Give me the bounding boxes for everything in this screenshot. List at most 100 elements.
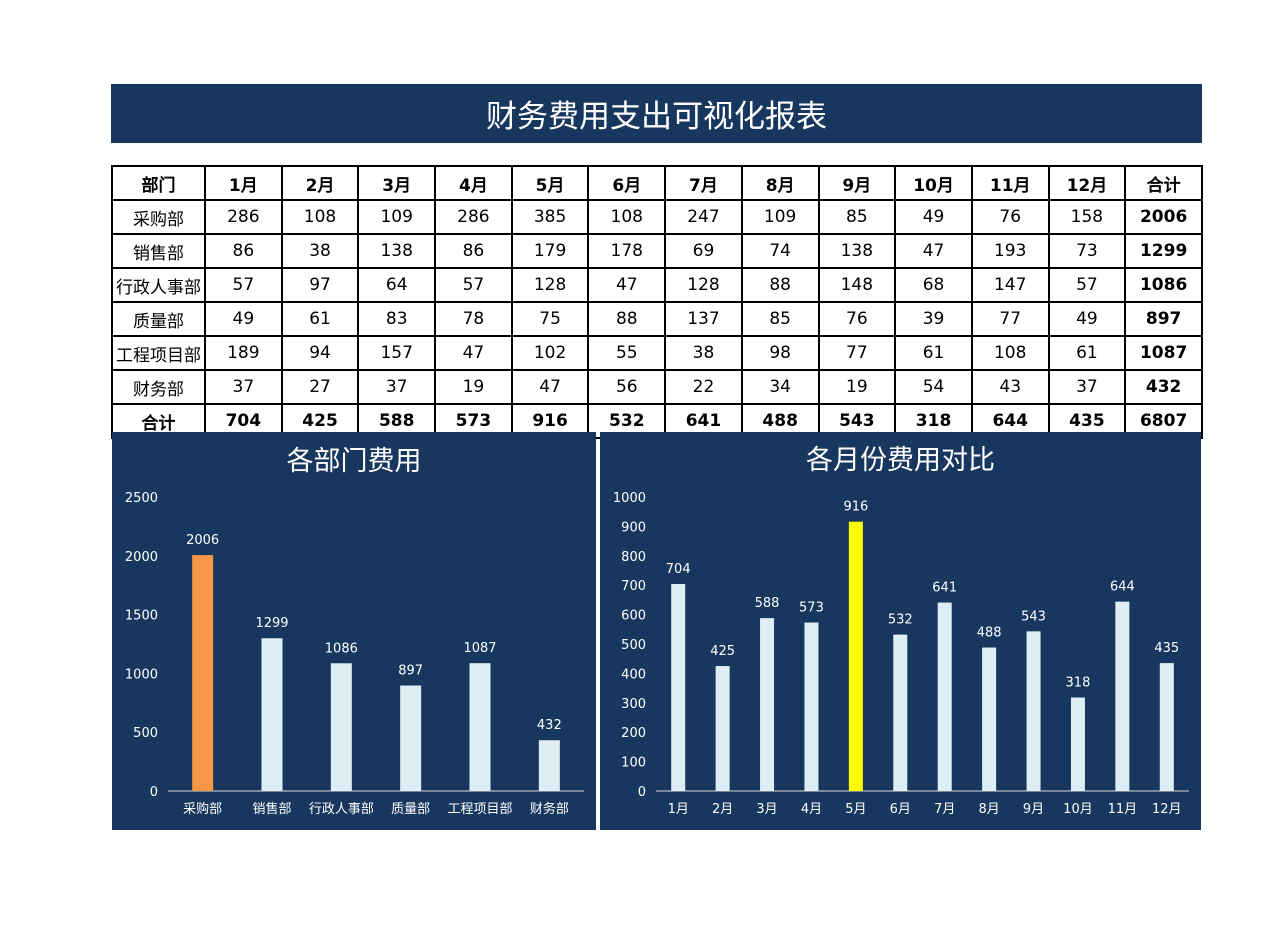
table-cell: 64 bbox=[357, 267, 437, 303]
table-cell: 128 bbox=[664, 267, 743, 303]
table-cell: 76 bbox=[970, 199, 1050, 235]
row-label: 销售部 bbox=[111, 233, 206, 269]
table-cell: 157 bbox=[357, 335, 437, 371]
table-cell: 49 bbox=[894, 199, 973, 235]
data-label: 532 bbox=[888, 613, 913, 628]
data-label: 644 bbox=[1110, 580, 1135, 595]
x-tick-label: 2月 bbox=[712, 802, 733, 817]
x-tick-label: 7月 bbox=[934, 802, 955, 817]
table-cell: 85 bbox=[740, 301, 820, 337]
table-cell: 34 bbox=[740, 369, 820, 405]
column-header: 10月 bbox=[894, 165, 973, 201]
table-cell: 286 bbox=[434, 199, 513, 235]
bar bbox=[804, 622, 819, 791]
table-cell: 83 bbox=[357, 301, 437, 337]
monthly-expense-chart: 各月份费用对比 0 100 200 300 400 500 600 700 800 900 1000 7… bbox=[613, 445, 1189, 817]
data-label: 318 bbox=[1066, 676, 1091, 691]
y-tick-label: 300 bbox=[621, 697, 646, 712]
table-cell: 49 bbox=[204, 301, 283, 337]
column-header: 1月 bbox=[204, 165, 283, 201]
column-header: 部门 bbox=[111, 165, 206, 201]
table-cell: 73 bbox=[1047, 233, 1127, 269]
y-tick-label: 1000 bbox=[613, 491, 646, 506]
data-label: 1086 bbox=[325, 641, 358, 656]
x-tick-label: 12月 bbox=[1152, 802, 1182, 817]
y-tick-label: 0 bbox=[638, 785, 646, 800]
data-label: 588 bbox=[755, 596, 780, 611]
data-label: 641 bbox=[932, 581, 957, 596]
data-label: 488 bbox=[977, 626, 1002, 641]
table-cell: 19 bbox=[817, 369, 897, 405]
table-cell: 57 bbox=[434, 267, 513, 303]
y-tick-label: 0 bbox=[150, 785, 158, 800]
y-tick-label: 2000 bbox=[125, 550, 158, 565]
data-label: 704 bbox=[666, 562, 691, 577]
bar bbox=[538, 740, 560, 791]
table-cell: 138 bbox=[817, 233, 897, 269]
x-tick-label: 销售部 bbox=[252, 801, 291, 817]
monthly-chart-panel: 各月份费用对比 0 100 200 300 400 500 600 700 800 900 1000 7… bbox=[600, 432, 1201, 830]
table-cell: 98 bbox=[740, 335, 820, 371]
bar bbox=[893, 634, 908, 791]
row-label: 质量部 bbox=[111, 301, 206, 337]
data-label: 543 bbox=[1021, 609, 1046, 624]
bar bbox=[1026, 631, 1041, 791]
y-tick-label: 500 bbox=[621, 638, 646, 653]
bar bbox=[1115, 601, 1130, 791]
data-label: 1299 bbox=[255, 616, 288, 631]
x-tick-label: 1月 bbox=[668, 802, 689, 817]
data-label: 435 bbox=[1154, 641, 1179, 656]
table-cell: 22 bbox=[664, 369, 743, 405]
report-title: 财务费用支出可视化报表 bbox=[111, 84, 1202, 143]
table-cell: 897 bbox=[1124, 301, 1203, 337]
table-cell: 77 bbox=[970, 301, 1050, 337]
table-cell: 37 bbox=[1047, 369, 1127, 405]
expense-table: 部门 1月 2月 3月 4月 5月 6月 7月 8月 9月 10月 11月 12月 合计 采购部 286 10… bbox=[111, 165, 1203, 439]
total-row: 合计 704 425 588 573 916 532 641 488 543 318 644 435 68… bbox=[111, 403, 1203, 439]
y-tick-label: 500 bbox=[133, 726, 158, 741]
x-tick-label: 5月 bbox=[845, 802, 866, 817]
y-tick-label: 700 bbox=[621, 579, 646, 594]
table-row: 质量部 49 61 83 78 75 88 137 85 76 39 77 49 897 bbox=[111, 301, 1203, 337]
x-tick-label: 6月 bbox=[890, 802, 911, 817]
table-cell: 61 bbox=[280, 301, 360, 337]
table-cell: 47 bbox=[434, 335, 513, 371]
x-tick-label: 8月 bbox=[978, 802, 999, 817]
table-cell: 54 bbox=[894, 369, 973, 405]
column-header: 6月 bbox=[587, 165, 667, 201]
data-label: 916 bbox=[843, 500, 868, 515]
bar bbox=[848, 521, 863, 791]
table-cell: 102 bbox=[510, 335, 590, 371]
table-cell: 27 bbox=[280, 369, 360, 405]
bar bbox=[1159, 663, 1174, 791]
table-row: 工程项目部 189 94 157 47 102 55 38 98 77 61 108 61 1087 bbox=[111, 335, 1203, 371]
bar bbox=[760, 618, 775, 791]
table-cell: 47 bbox=[894, 233, 973, 269]
table-cell: 55 bbox=[587, 335, 667, 371]
table-cell: 86 bbox=[434, 233, 513, 269]
table-cell: 19 bbox=[434, 369, 513, 405]
table-cell: 286 bbox=[204, 199, 283, 235]
bar bbox=[469, 663, 491, 791]
table-cell: 148 bbox=[817, 267, 897, 303]
table-cell: 76 bbox=[817, 301, 897, 337]
bar bbox=[261, 638, 283, 791]
bar bbox=[1070, 697, 1085, 791]
y-tick-label: 1500 bbox=[125, 609, 158, 624]
y-tick-label: 100 bbox=[621, 756, 646, 771]
x-tick-label: 4月 bbox=[801, 802, 822, 817]
table-cell: 1087 bbox=[1124, 335, 1203, 371]
chart-title: 各月份费用对比 bbox=[806, 445, 995, 476]
table-cell: 88 bbox=[587, 301, 667, 337]
data-label: 573 bbox=[799, 601, 824, 616]
table-row: 销售部 86 38 138 86 179 178 69 74 138 47 193 73 1299 bbox=[111, 233, 1203, 269]
y-tick-label: 400 bbox=[621, 667, 646, 682]
table-row: 财务部 37 27 37 19 47 56 22 34 19 54 43 37 432 bbox=[111, 369, 1203, 405]
table-cell: 75 bbox=[510, 301, 590, 337]
table-cell: 47 bbox=[587, 267, 667, 303]
table-cell: 85 bbox=[817, 199, 897, 235]
y-tick-label: 900 bbox=[621, 520, 646, 535]
column-header: 11月 bbox=[970, 165, 1050, 201]
table-cell: 109 bbox=[357, 199, 437, 235]
table-header-row: 部门 1月 2月 3月 4月 5月 6月 7月 8月 9月 10月 11月 12月 合计 bbox=[111, 165, 1203, 201]
